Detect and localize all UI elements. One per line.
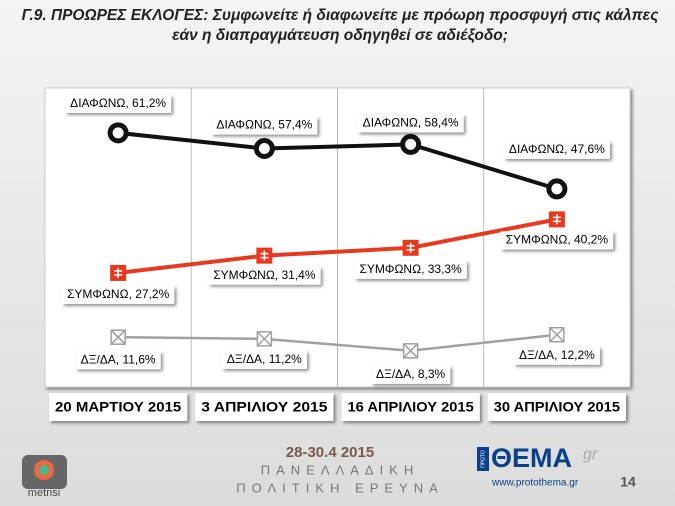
data-label-box (61, 285, 175, 304)
data-label: ΔΞ/ΔΑ, 8,3% (376, 367, 446, 381)
x-tick-label: 16 ΑΠΡΙΛΙΟΥ 2015 (348, 399, 474, 415)
data-label: ΣΥΜΦΩΝΩ, 40,2% (506, 233, 609, 247)
data-label-box (75, 351, 161, 370)
x-tick-label: 20 ΜΑΡΤΙΟΥ 2015 (55, 399, 181, 415)
point-symbol (260, 250, 269, 261)
data-label: ΣΥΜΦΩΝΩ, 31,4% (213, 268, 316, 282)
category-box (195, 393, 334, 421)
paper-url: www.protothema.gr (491, 478, 579, 489)
point-symbol (549, 327, 565, 343)
category-box (49, 393, 188, 421)
data-label: ΔΙΑΦΩΝΩ, 61,2% (70, 96, 166, 110)
point (400, 133, 422, 155)
point-symbol (256, 331, 272, 347)
data-label: ΣΥΜΦΩΝΩ, 33,3% (359, 262, 462, 276)
data-label-box (208, 266, 321, 285)
data-label: ΣΥΜΦΩΝΩ, 27,2% (67, 287, 170, 301)
data-label: ΔΙΑΦΩΝΩ, 47,6% (509, 142, 605, 156)
footer-line: ΠΟΛΙΤΙΚΗ ΕΡΕΥΝΑ (236, 480, 444, 495)
footer-line: ΠΑΝΕΛΛΑΔΙΚΗ (261, 462, 420, 477)
x-tick-label: 30 ΑΠΡΙΛΙΟΥ 2015 (494, 399, 620, 415)
paper-name: ΘΕΜΑ (491, 443, 572, 473)
data-label: ΔΙΑΦΩΝΩ, 58,4% (363, 116, 459, 130)
data-label-box (354, 260, 467, 279)
point (253, 138, 275, 160)
paper-tag (477, 447, 489, 471)
page-number: 14 (620, 474, 636, 490)
point-symbol (552, 214, 561, 225)
x-tick-label: 3 ΑΠΡΙΛΙΟΥ 2015 (201, 399, 327, 415)
logo-text: metrisi (28, 487, 60, 499)
data-label-box (65, 94, 172, 113)
data-label: ΔΞ/ΔΑ, 12,2% (519, 348, 595, 362)
category-box (487, 393, 626, 421)
series-line (117, 217, 558, 275)
category-box (341, 393, 480, 421)
series-line (117, 130, 558, 191)
data-label-box (211, 116, 318, 135)
paper-prefix: ΠΡΩΤΟ (480, 450, 486, 468)
paper-suffix: gr (583, 446, 598, 463)
survey-dates: 28-30.4 2015 (286, 444, 374, 461)
series-line (118, 333, 558, 353)
point (107, 122, 129, 144)
data-label-box (221, 350, 307, 369)
data-label-box (371, 365, 451, 384)
data-label-box (503, 140, 610, 159)
point-symbol (110, 329, 126, 345)
point-symbol (406, 242, 415, 253)
data-label: ΔΞ/ΔΑ, 11,2% (227, 352, 302, 366)
data-label: ΔΞ/ΔΑ, 11,6% (81, 352, 156, 366)
point (546, 178, 568, 200)
logo-icon (39, 465, 49, 475)
chart-title: Γ.9. ΠΡΟΩΡΕΣ ΕΚΛΟΓΕΣ: Συμφωνείτε ή διαφω… (21, 7, 659, 44)
data-label: ΔΙΑΦΩΝΩ, 57,4% (216, 118, 312, 132)
data-label-box (357, 114, 464, 133)
data-label-box (500, 231, 614, 250)
point-symbol (403, 343, 419, 359)
data-label-box (513, 346, 600, 365)
point-symbol (114, 267, 123, 278)
